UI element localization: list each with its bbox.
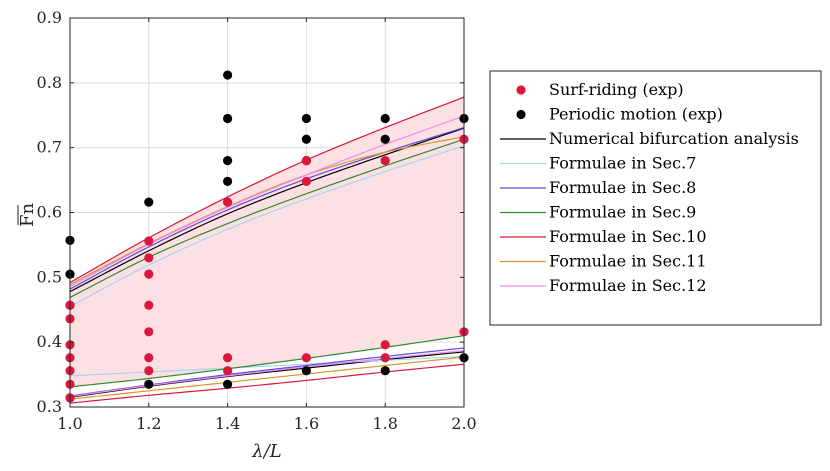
surf-riding-point: [144, 366, 154, 376]
periodic-point: [301, 113, 311, 124]
curve-upper-formulae-in-sec-11: [69, 136, 465, 286]
legend-marker: [516, 109, 526, 120]
surf-riding-point: [380, 353, 390, 363]
periodic-point: [223, 176, 233, 186]
surf-riding-point: [144, 236, 154, 246]
legend-label: Formulae in Sec.9: [549, 203, 696, 222]
legend-label: Numerical bifurcation analysis: [549, 129, 799, 148]
surf-riding-point: [223, 197, 233, 207]
svg-text:Fn: Fn: [17, 203, 38, 227]
legend-entry: Formulae in Sec.11: [500, 252, 707, 271]
legend-label: Formulae in Sec.12: [549, 276, 707, 295]
periodic-point: [380, 134, 390, 144]
curve-lower-formulae-in-sec-12: [69, 349, 465, 398]
surf-riding-point: [380, 340, 390, 350]
surf-riding-point: [301, 353, 311, 363]
legend-entry: Formulae in Sec.9: [500, 203, 696, 222]
curve-lower-formulae-in-sec-7: [69, 355, 465, 377]
curve-lower-numerical-bifurcation-analysis: [69, 351, 465, 398]
surf-riding-point: [144, 327, 154, 337]
periodic-point: [301, 366, 311, 376]
periodic-point: [144, 197, 154, 207]
shade-layer: [70, 97, 464, 387]
periodic-point: [301, 134, 311, 144]
line-layer: [69, 96, 465, 404]
legend-entry: Formulae in Sec.12: [500, 276, 707, 295]
legend-entry: Formulae in Sec.7: [500, 154, 696, 173]
periodic-point: [380, 366, 390, 376]
plot-area: [65, 17, 469, 408]
y-tick-label: 0.9: [37, 8, 62, 27]
legend-entry: Numerical bifurcation analysis: [500, 129, 799, 148]
legend-entry: Periodic motion (exp): [516, 105, 723, 124]
x-axis-label: λ/L: [251, 441, 281, 462]
surf-riding-point: [301, 176, 311, 186]
legend-entry: Formulae in Sec.8: [500, 178, 696, 197]
x-tick-label: 2.0: [451, 414, 476, 433]
curve-lower-formulae-in-sec-11: [69, 356, 465, 400]
surf-riding-point: [223, 366, 233, 376]
legend-entry: Surf-riding (exp): [516, 80, 684, 99]
legend-marker: [516, 85, 526, 95]
surf-riding-point: [144, 353, 154, 363]
tick-layer: 1.0 1.2 1.4 1.6 1.8 2.0 0.3 0.4 0.5 0.6 0.7 0.8 0.9: [37, 8, 477, 433]
periodic-point: [223, 70, 233, 80]
curve-upper-numerical-bifurcation-analysis: [69, 127, 465, 293]
legend-label: Formulae in Sec.10: [549, 227, 707, 246]
periodic-point: [223, 156, 233, 166]
x-tick-label: 1.6: [294, 414, 319, 433]
y-tick-label: 0.4: [37, 332, 62, 351]
legend-label: Formulae in Sec.7: [549, 154, 696, 173]
periodic-point: [144, 379, 154, 389]
legend: Surf-riding (exp) Periodic motion (exp) Nu…: [489, 70, 822, 326]
x-tick-label: 1.0: [57, 414, 82, 433]
periodic-point: [223, 379, 233, 389]
y-tick-label: 0.5: [37, 267, 62, 286]
shaded-region: [70, 97, 464, 387]
periodic-point: [380, 113, 390, 124]
legend-label: Surf-riding (exp): [549, 80, 684, 99]
curve-lower-formulae-in-sec-8: [69, 347, 465, 397]
periodic-point: [223, 113, 233, 124]
x-tick-label: 1.2: [136, 414, 161, 433]
surf-riding-point: [301, 156, 311, 166]
legend-label: Periodic motion (exp): [549, 105, 723, 124]
legend-box: [489, 70, 822, 326]
y-tick-label: 0.7: [37, 138, 62, 157]
x-tick-label: 1.8: [372, 414, 397, 433]
curve-upper-formulae-in-sec-9: [69, 138, 465, 298]
curve-lower-formulae-in-sec-9: [69, 335, 465, 388]
surf-riding-point: [380, 156, 390, 166]
y-axis-label: Fn: [17, 203, 38, 227]
curve-lower-formulae-in-sec-10: [69, 363, 465, 404]
y-tick-label: 0.8: [37, 73, 62, 92]
legend-label: Formulae in Sec.8: [549, 178, 696, 197]
curve-upper-formulae-in-sec-8: [69, 126, 465, 290]
surf-riding-point: [144, 253, 154, 263]
y-tick-label: 0.6: [37, 203, 62, 222]
x-tick-label: 1.4: [215, 414, 240, 433]
curve-upper-formulae-in-sec-12: [69, 115, 465, 287]
surf-riding-point: [144, 300, 154, 310]
y-tick-label: 0.3: [37, 397, 62, 416]
legend-label: Formulae in Sec.11: [549, 252, 707, 271]
curve-upper-formulae-in-sec-7: [69, 145, 465, 308]
legend-entry: Formulae in Sec.10: [500, 227, 707, 246]
surf-riding-point: [144, 269, 154, 279]
curve-upper-formulae-in-sec-10: [69, 96, 465, 284]
surf-riding-point: [223, 353, 233, 363]
